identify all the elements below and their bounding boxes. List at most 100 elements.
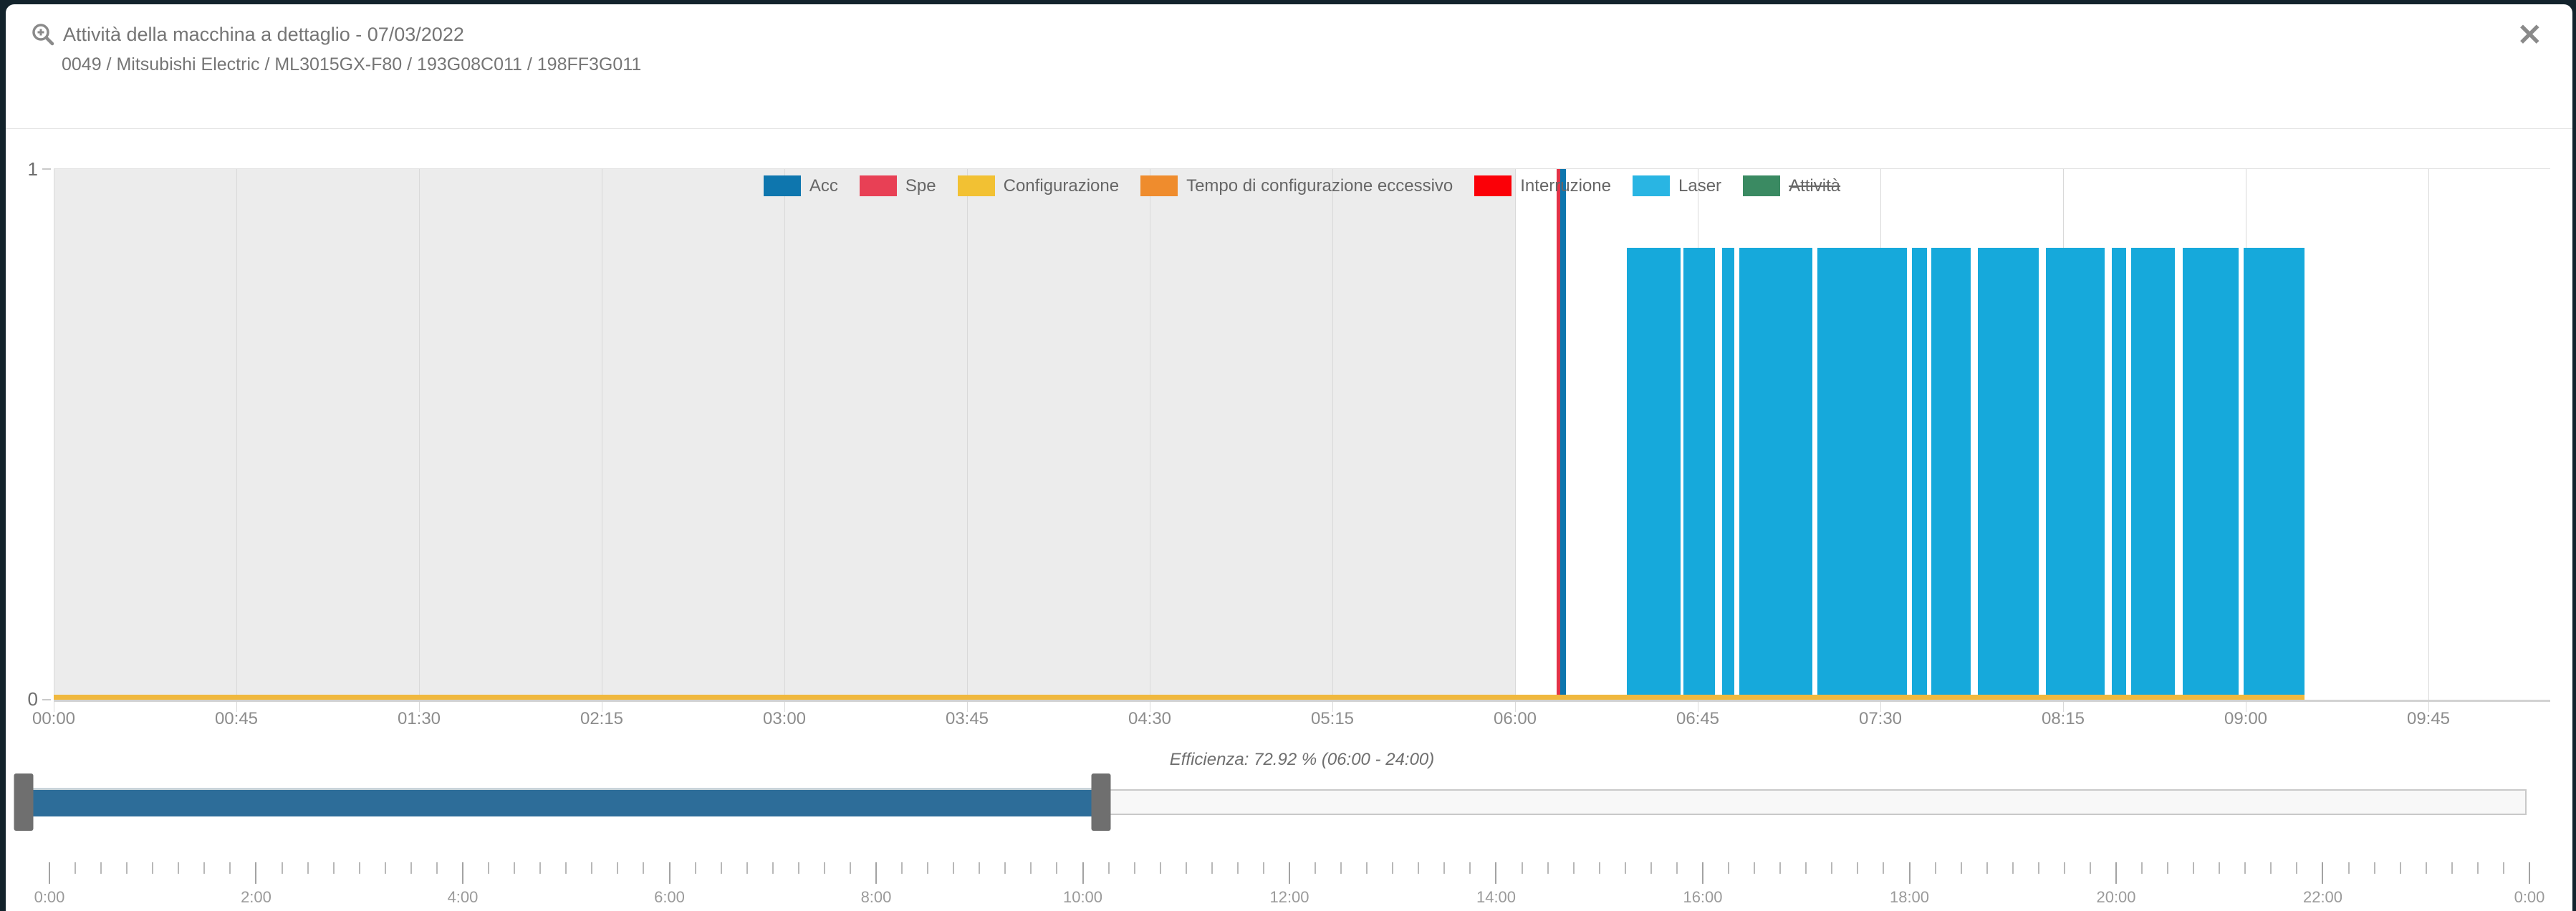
ruler-minor-tick bbox=[1831, 862, 1833, 874]
slider-handle-left[interactable] bbox=[14, 773, 34, 831]
ruler-minor-tick bbox=[2451, 862, 2453, 874]
legend-item-acc[interactable]: Acc bbox=[763, 175, 838, 196]
x-axis-labels: 00:00 00:45 01:30 02:15 03:00 03:45 04:30 05:15… bbox=[32, 700, 2550, 733]
laser-bar-segment[interactable] bbox=[1931, 248, 1971, 700]
ruler-time-label: 20:00 bbox=[2096, 888, 2136, 906]
laser-bar-segment[interactable] bbox=[2131, 248, 2176, 700]
slider-handle-right[interactable] bbox=[1091, 773, 1111, 831]
laser-bar-segment[interactable] bbox=[2182, 248, 2239, 700]
ruler-minor-tick bbox=[1133, 862, 1135, 874]
y-axis-label-max: 1 bbox=[27, 158, 38, 180]
activity-chart: Acc Spe Configurazione Tempo di configurazi… bbox=[6, 158, 2572, 771]
laser-bar-segment[interactable] bbox=[1978, 248, 2039, 700]
ruler-minor-tick bbox=[720, 862, 722, 874]
ruler-minor-tick bbox=[1392, 862, 1394, 874]
ruler-minor-tick bbox=[1883, 862, 1885, 874]
laser-bar-segment[interactable] bbox=[1683, 248, 1715, 700]
laser-bar-segment[interactable] bbox=[1817, 248, 1908, 700]
ruler-minor-tick bbox=[2244, 862, 2246, 874]
ruler-minor-tick bbox=[1547, 862, 1549, 874]
legend-item-attivit-[interactable]: Attività bbox=[1743, 175, 1840, 196]
ruler-major-tick bbox=[1908, 862, 1911, 884]
laser-bar-segment[interactable] bbox=[2112, 248, 2127, 700]
ruler-minor-tick bbox=[1211, 862, 1213, 874]
x-axis-tick-label: 04:30 bbox=[1128, 709, 1172, 728]
ruler-minor-tick bbox=[332, 862, 335, 874]
ruler-minor-tick bbox=[591, 862, 593, 874]
ruler-minor-tick bbox=[1805, 862, 1807, 874]
laser-bar-segment[interactable] bbox=[2046, 248, 2105, 700]
gridline bbox=[2428, 168, 2429, 712]
ruler-minor-tick bbox=[126, 862, 128, 874]
x-axis-tick-label: 01:30 bbox=[397, 709, 441, 728]
ruler-minor-tick bbox=[1754, 862, 1756, 874]
ruler-minor-tick bbox=[2502, 862, 2504, 874]
ruler-minor-tick bbox=[565, 862, 567, 874]
ruler-minor-tick bbox=[1004, 862, 1006, 874]
slider-selected-range[interactable] bbox=[24, 788, 1101, 816]
ruler-minor-tick bbox=[2425, 862, 2427, 874]
ruler-minor-tick bbox=[1934, 862, 1936, 874]
ruler-minor-tick bbox=[75, 862, 77, 874]
interruzione-bar-segment[interactable] bbox=[1556, 168, 1560, 700]
laser-bar-segment[interactable] bbox=[1627, 248, 1681, 700]
slider-time-ruler: 0:00 2:00 4:00 6:00 8:00 10:00 12:00 14:00 16:00… bbox=[34, 862, 2544, 907]
ruler-time-label: 6:00 bbox=[654, 888, 685, 906]
x-axis-tick-label: 07:30 bbox=[1858, 709, 1903, 728]
gridline bbox=[784, 168, 785, 712]
efficiency-caption: Efficienza: 72.92 % (06:00 - 24:00) bbox=[1169, 750, 1435, 769]
acc-bar-segment[interactable] bbox=[1559, 168, 1567, 700]
configurazione-bar-segment[interactable] bbox=[54, 695, 2305, 700]
ruler-minor-tick bbox=[1366, 862, 1368, 874]
dialog-header: Attività della macchina a dettaglio - 07… bbox=[6, 4, 2572, 129]
ruler-major-tick bbox=[1289, 862, 1290, 884]
legend-item-spe[interactable]: Spe bbox=[859, 175, 936, 196]
gridline bbox=[419, 168, 420, 712]
ruler-minor-tick bbox=[953, 862, 955, 874]
ruler-minor-tick bbox=[1418, 862, 1420, 874]
ruler-time-label: 0:00 bbox=[2514, 888, 2545, 906]
legend-swatch bbox=[1140, 175, 1178, 196]
laser-bar-segment[interactable] bbox=[1739, 248, 1812, 700]
ruler-minor-tick bbox=[1340, 862, 1342, 874]
x-axis-tick-label: 09:00 bbox=[2224, 709, 2268, 728]
ruler-minor-tick bbox=[901, 862, 903, 874]
ruler-minor-tick bbox=[2270, 862, 2272, 874]
ruler-minor-tick bbox=[1676, 862, 1678, 874]
ruler-minor-tick bbox=[643, 862, 645, 874]
legend-item-configurazione[interactable]: Configurazione bbox=[957, 175, 1119, 196]
ruler-time-label: 2:00 bbox=[241, 888, 271, 906]
plot-top-border bbox=[54, 168, 2550, 169]
ruler-minor-tick bbox=[1572, 862, 1575, 874]
chart-legend: Acc Spe Configurazione Tempo di configurazi… bbox=[54, 175, 2550, 196]
laser-bar-segment[interactable] bbox=[2243, 248, 2305, 700]
ruler-minor-tick bbox=[1728, 862, 1730, 874]
time-range-slider[interactable] bbox=[14, 773, 2527, 831]
ruler-minor-tick bbox=[1960, 862, 1962, 874]
legend-item-interruzione[interactable]: Interruzione bbox=[1474, 175, 1611, 196]
ruler-minor-tick bbox=[2219, 862, 2221, 874]
ruler-minor-tick bbox=[2167, 862, 2169, 874]
plot-area: 1 0 bbox=[28, 158, 2550, 712]
ruler-major-tick bbox=[1701, 862, 1703, 884]
ruler-minor-tick bbox=[1030, 862, 1032, 874]
x-axis-line bbox=[54, 700, 2550, 702]
legend-item-tempo-di-configurazione-eccessivo[interactable]: Tempo di configurazione eccessivo bbox=[1140, 175, 1453, 196]
x-axis-tick-label: 02:15 bbox=[580, 709, 624, 728]
laser-bar-segment[interactable] bbox=[1912, 248, 1927, 700]
legend-item-laser[interactable]: Laser bbox=[1633, 175, 1721, 196]
ruler-minor-tick bbox=[1185, 862, 1187, 874]
ruler-minor-tick bbox=[849, 862, 851, 874]
ruler-major-tick bbox=[461, 862, 463, 884]
laser-bar-segment[interactable] bbox=[1722, 248, 1734, 700]
legend-label: Acc bbox=[809, 175, 838, 196]
ruler-minor-tick bbox=[1779, 862, 1782, 874]
ruler-minor-tick bbox=[281, 862, 283, 874]
ruler-minor-tick bbox=[694, 862, 696, 874]
ruler-minor-tick bbox=[617, 862, 619, 874]
ruler-minor-tick bbox=[358, 862, 360, 874]
close-icon[interactable]: ✕ bbox=[2517, 18, 2542, 52]
ruler-major-tick bbox=[668, 862, 671, 884]
legend-swatch bbox=[1633, 175, 1671, 196]
machine-identifier: 0049 / Mitsubishi Electric / ML3015GX-F8… bbox=[62, 54, 642, 74]
